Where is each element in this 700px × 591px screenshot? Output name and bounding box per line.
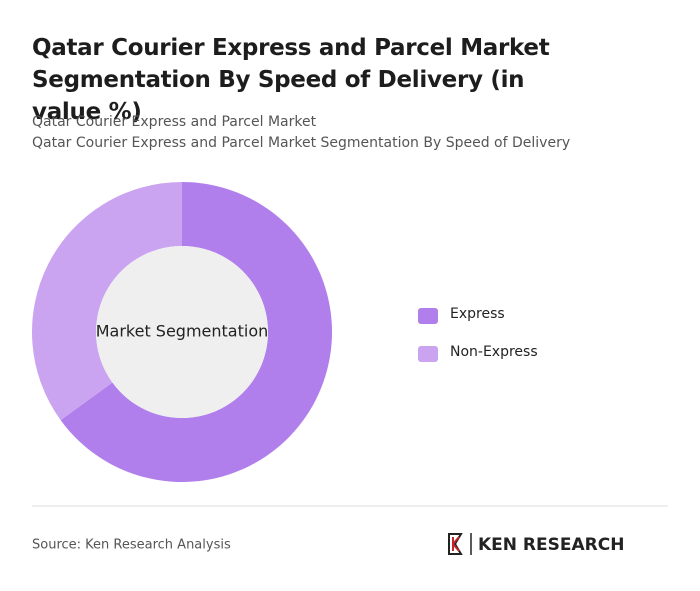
source: Source: Ken Research Analysis <box>32 538 231 553</box>
donut-hole <box>96 246 268 418</box>
chart-title: Qatar Courier Express and Parcel Market … <box>32 35 550 125</box>
logo-text: KEN RESEARCH <box>478 535 624 555</box>
donut-slice <box>31 182 182 421</box>
subtitle: Qatar Courier Express and Parcel Market <box>32 114 317 130</box>
subtitle: Qatar Courier Express and Parcel Market … <box>32 135 571 151</box>
legend-label: Express <box>450 306 505 322</box>
center-label: Market Segmentation <box>96 322 269 341</box>
logo: KEN RESEARCH <box>448 533 624 555</box>
donut-slice <box>60 182 333 483</box>
legend-swatch <box>418 346 438 362</box>
legend-swatch <box>418 308 438 324</box>
legend-label: Non-Express <box>450 344 538 360</box>
